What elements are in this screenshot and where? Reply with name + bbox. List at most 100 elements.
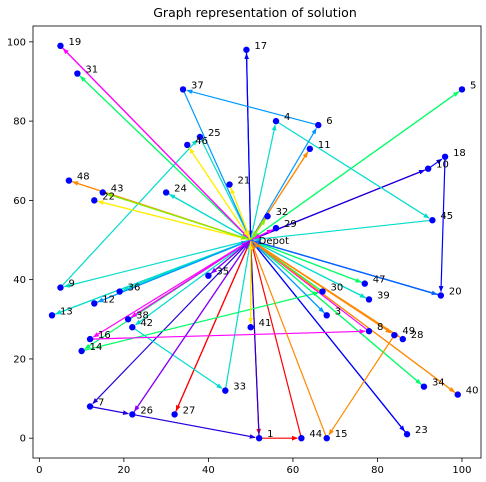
node-label-21: 21 [238, 176, 251, 187]
route-edge-28-2 [251, 243, 328, 439]
node-label-48: 48 [77, 172, 90, 183]
route-edge-4-1 [252, 242, 408, 435]
route-edge-9-1 [253, 240, 365, 285]
route-edge-21-1 [253, 242, 328, 316]
route-edge-7-1 [253, 88, 463, 239]
node-label-36: 36 [128, 283, 141, 294]
node-point-30 [319, 288, 326, 295]
node-point-24 [162, 189, 170, 196]
x-tick-label-60: 60 [287, 465, 300, 476]
node-point-36 [116, 288, 123, 295]
y-tick-label-40: 40 [13, 275, 26, 286]
node-label-35: 35 [216, 267, 229, 278]
plot-frame [32, 25, 482, 459]
node-point-9 [57, 284, 64, 291]
node-label-26: 26 [140, 405, 153, 416]
route-edge-28-1 [328, 334, 395, 436]
node-point-14 [78, 347, 85, 355]
route-edge-29-1 [253, 241, 459, 396]
node-point-34 [420, 383, 428, 390]
node-point-16 [86, 335, 94, 343]
route-edge-0-2 [250, 243, 302, 439]
node-label-33: 33 [233, 382, 246, 393]
route-edge-19-1 [186, 89, 319, 126]
route-edge-6-2 [132, 413, 256, 439]
node-point-42 [129, 324, 136, 331]
node-point-37 [179, 86, 187, 93]
y-tick-label-80: 80 [13, 117, 26, 128]
node-point-18 [441, 153, 449, 160]
node-point-39 [365, 296, 373, 303]
node-label-15: 15 [335, 429, 348, 440]
node-point-13 [48, 312, 56, 319]
node-point-45 [429, 217, 436, 224]
route-edge-13-0 [63, 239, 251, 288]
route-edge-3-1 [245, 49, 253, 237]
node-point-5 [458, 86, 466, 93]
node-point-28 [399, 335, 407, 343]
node-label-28: 28 [411, 330, 424, 341]
node-point-31 [74, 70, 81, 77]
node-point-27 [171, 411, 178, 418]
node-label-27: 27 [183, 405, 196, 416]
route-edge-19-2 [182, 89, 250, 237]
route-edge-17-0 [135, 239, 252, 326]
route-edge-38-1 [252, 215, 269, 238]
node-label-47: 47 [373, 275, 386, 286]
x-tick-label-80: 80 [371, 465, 384, 476]
route-edge-12-2 [254, 219, 433, 242]
node-label-13: 13 [60, 306, 73, 317]
node-label-49: 49 [402, 326, 415, 337]
node-label-8: 8 [377, 322, 383, 333]
route-edge-17-2 [224, 243, 252, 391]
node-label-44: 44 [309, 429, 322, 440]
node-point-20 [437, 292, 445, 299]
axes [32, 25, 482, 459]
route-edge-31-1 [94, 199, 248, 241]
node-label-41: 41 [259, 318, 272, 329]
node-point-43 [99, 189, 106, 196]
route-edge-6-1 [89, 405, 129, 416]
node-labels: 1345678910111213141516171819202122232425… [60, 37, 478, 440]
node-label-22: 22 [102, 191, 115, 202]
node-label-30: 30 [331, 283, 344, 294]
node-label-17: 17 [254, 41, 267, 52]
node-point-11 [306, 145, 314, 153]
node-point-19 [57, 42, 64, 50]
node-point-7 [86, 403, 94, 410]
route-edge-1-1 [174, 243, 250, 415]
node-label-10: 10 [436, 160, 449, 171]
route-edges [51, 45, 463, 441]
node-point-15 [323, 434, 330, 442]
node-point-48 [65, 177, 73, 184]
route-edge-12-0 [250, 124, 277, 241]
route-edge-18-1 [253, 241, 370, 301]
node-point-22 [91, 197, 98, 204]
route-edge-13-2 [199, 136, 250, 237]
node-point-4 [272, 117, 280, 125]
node-label-23: 23 [415, 425, 428, 436]
node-label-1: 1 [267, 429, 273, 440]
route-edge-23-0 [92, 239, 251, 338]
node-point-33 [222, 387, 229, 394]
node-point-23 [403, 431, 411, 438]
node-label-9: 9 [68, 279, 74, 290]
route-edge-36-1 [208, 242, 249, 277]
x-tick-label-40: 40 [202, 465, 215, 476]
route-edge-37-1 [102, 191, 248, 240]
node-point-41 [247, 324, 254, 331]
route-edge-10-1 [81, 291, 320, 352]
node-point-10 [424, 165, 432, 172]
node-label-20: 20 [449, 287, 462, 298]
node-label-24: 24 [174, 183, 187, 194]
node-label-7: 7 [98, 397, 104, 408]
node-label-16: 16 [98, 330, 111, 341]
route-edge-30-1 [253, 241, 404, 340]
node-point-25 [196, 133, 204, 141]
node-label-45: 45 [440, 211, 453, 222]
x-tick-label-100: 100 [452, 465, 471, 476]
node-label-37: 37 [191, 80, 204, 91]
node-point-6 [315, 121, 322, 129]
node-point-38 [124, 316, 132, 323]
node-label-25: 25 [208, 128, 221, 139]
